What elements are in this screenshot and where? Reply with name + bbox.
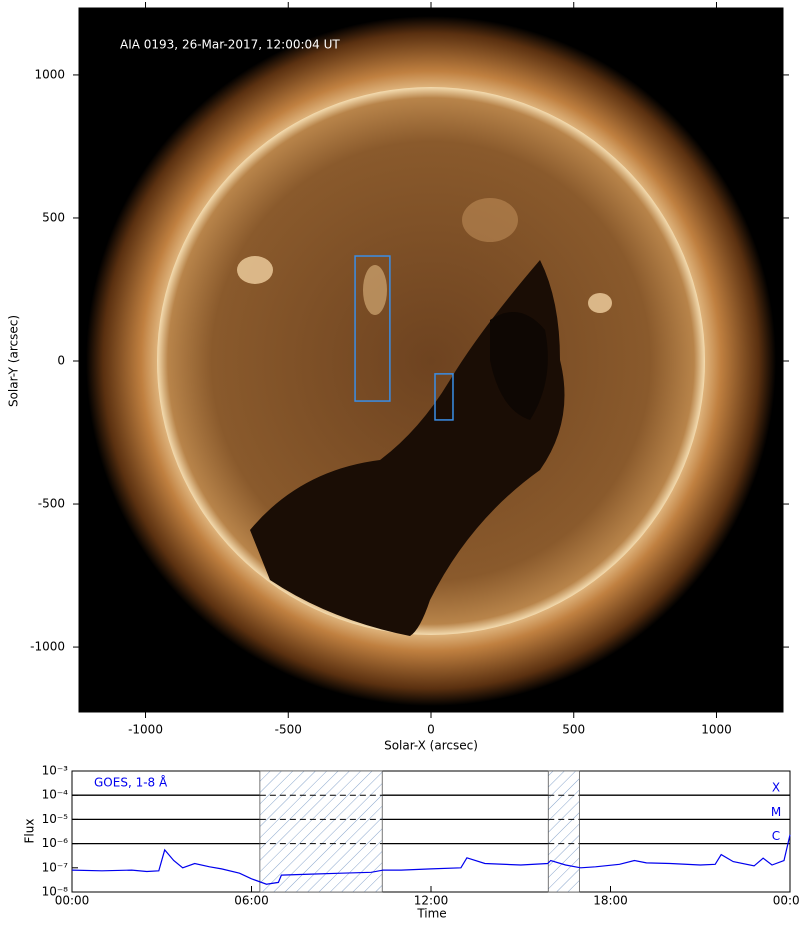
y-tick-label: 0 [57,354,65,368]
y-tick-label: 500 [42,210,65,224]
region-box [354,255,391,402]
plot-frame [71,770,791,893]
hatched-interval [547,770,580,893]
class-label: X [772,781,780,795]
class-label: C [772,829,780,843]
x-tick-label: 00:00 [773,894,799,908]
x-tick-label: -500 [275,723,302,737]
x-tick-label: 1000 [701,723,732,737]
y-tick-label: 10⁻⁴ [42,788,69,802]
region-box [434,373,454,421]
annotation: AIA 0193, 26-Mar-2017, 12:00:04 UT [120,38,340,52]
hatched-interval [259,770,383,893]
x-axis-label: Solar-X (arcsec) [384,739,478,753]
x-tick-label: 18:00 [593,894,628,908]
legend-entry: GOES, 1-8 Å [94,775,168,790]
y-axis-label: Solar-Y (arcsec) [7,315,21,407]
y-tick-label: 10⁻⁸ [42,885,69,899]
x-axis-label: Time [416,907,446,921]
y-tick-label: -1000 [30,640,65,654]
y-tick-label: 10⁻⁷ [42,860,69,874]
flux-line [71,834,791,885]
y-tick-label: 10⁻⁶ [42,836,69,850]
x-tick-label: 00:00 [55,894,90,908]
x-tick-label: -1000 [128,723,163,737]
y-tick-label: 10⁻³ [42,764,69,778]
y-axis-label: Flux [23,819,37,844]
x-tick-label: 500 [562,723,585,737]
y-tick-label: -500 [38,497,65,511]
solar-image [79,8,783,712]
x-tick-label: 06:00 [234,894,269,908]
x-tick-label: 0 [427,723,435,737]
y-tick-label: 10⁻⁵ [42,812,69,826]
y-tick-label: 1000 [34,67,65,81]
class-label: M [771,805,781,819]
x-tick-label: 12:00 [414,894,449,908]
